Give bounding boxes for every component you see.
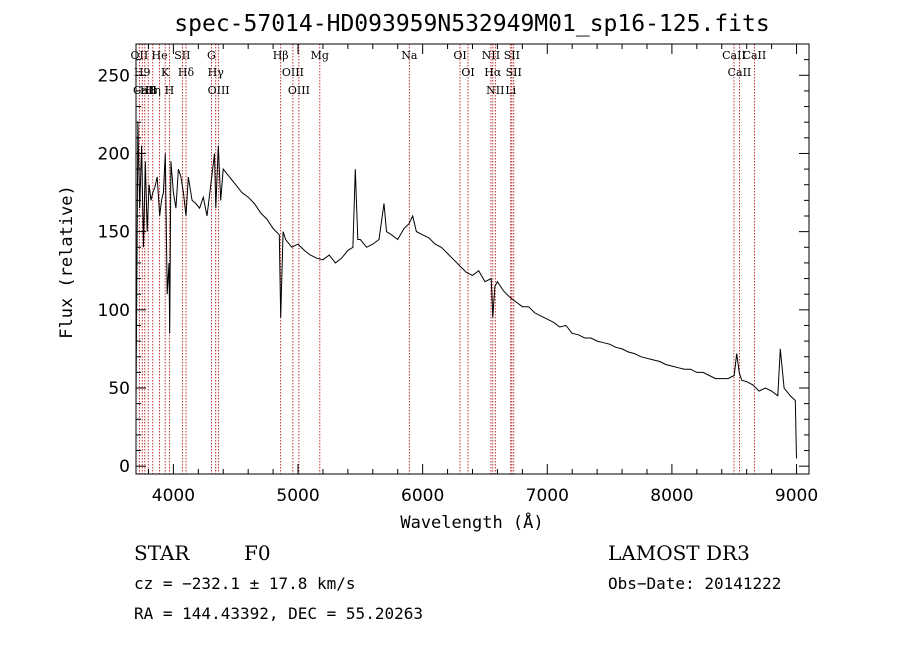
- spectral-line-label: NII: [482, 49, 500, 62]
- y-tick-label: 250: [98, 66, 130, 86]
- spectral-line-label: H8: [140, 84, 157, 97]
- spectral-line-label: G: [207, 49, 216, 62]
- object-subclass: F0: [244, 541, 271, 565]
- spectral-line-label: OI: [461, 66, 474, 79]
- spectral-line-label: K: [161, 66, 170, 79]
- spectral-line-label: CaII: [728, 66, 752, 79]
- spectral-line-label: H: [165, 84, 175, 97]
- x-ticks: 4000 5000 6000 7000 8000 9000: [147, 44, 818, 506]
- x-tick-label: 5000: [276, 486, 319, 506]
- spectral-line-label: Li: [505, 84, 516, 97]
- y-tick-label: 50: [108, 379, 130, 399]
- spectral-line-label: OIII: [208, 84, 230, 97]
- y-ticks: 0 50 100 150 200 250: [98, 59, 809, 477]
- spectral-line-label: CaII: [133, 84, 157, 97]
- obs-date-text: Obs−Date: 20141222: [608, 574, 781, 593]
- spectral-line-label: OIII: [282, 66, 304, 79]
- spectral-line-label: Hα: [484, 66, 502, 79]
- x-tick-label: 8000: [650, 486, 693, 506]
- x-axis-label: Wavelength (Å): [400, 511, 543, 533]
- spectral-line-label: Hδ: [178, 66, 195, 79]
- spectral-lines-layer: [138, 44, 755, 474]
- spectral-line-label: Mg: [311, 49, 329, 62]
- coordinates-text: RA = 144.43392, DEC = 55.20263: [134, 604, 423, 623]
- x-tick-label: 9000: [775, 486, 818, 506]
- spectral-line-label: OI: [453, 49, 466, 62]
- redshift-text: cz = −232.1 ± 17.8 km/s: [134, 574, 356, 593]
- survey-name: LAMOST DR3: [608, 541, 750, 565]
- spectral-line-label: SII: [174, 49, 190, 62]
- spectral-line-label: Hβ: [273, 49, 289, 62]
- x-tick-label: 6000: [401, 486, 444, 506]
- spectral-line-label: NII: [486, 84, 504, 97]
- y-axis-label: Flux (relative): [57, 185, 77, 339]
- y-tick-label: 200: [98, 144, 130, 164]
- x-tick-label: 4000: [152, 486, 195, 506]
- y-tick-label: 0: [119, 457, 130, 477]
- spectral-line-label: Na: [401, 49, 418, 62]
- spectral-line-label: OIII: [288, 84, 310, 97]
- spectral-line-labels: OIIH9CaIIH8HηHeKHSIIHδGHγOIIIHβOIIIOIIIM…: [131, 49, 767, 97]
- spectral-line-label: OII: [131, 49, 149, 62]
- y-tick-label: 100: [98, 301, 130, 321]
- spectral-line-label: SII: [506, 66, 522, 79]
- chart-title: spec-57014-HD093959N532949M01_sp16-125.f…: [174, 11, 769, 37]
- spectral-line-label: CaII: [743, 49, 767, 62]
- spectral-line-label: SII: [504, 49, 520, 62]
- spectral-line-label: Hη: [145, 84, 161, 97]
- y-tick-label: 150: [98, 223, 130, 243]
- spectral-line-label: He: [152, 49, 168, 62]
- spectral-line-label: CaII: [722, 49, 746, 62]
- spectrum-line: [135, 122, 797, 459]
- x-tick-label: 7000: [526, 486, 569, 506]
- plot-frame: [135, 43, 810, 475]
- object-class: STAR: [134, 541, 190, 565]
- spectral-line-label: Hγ: [208, 66, 225, 79]
